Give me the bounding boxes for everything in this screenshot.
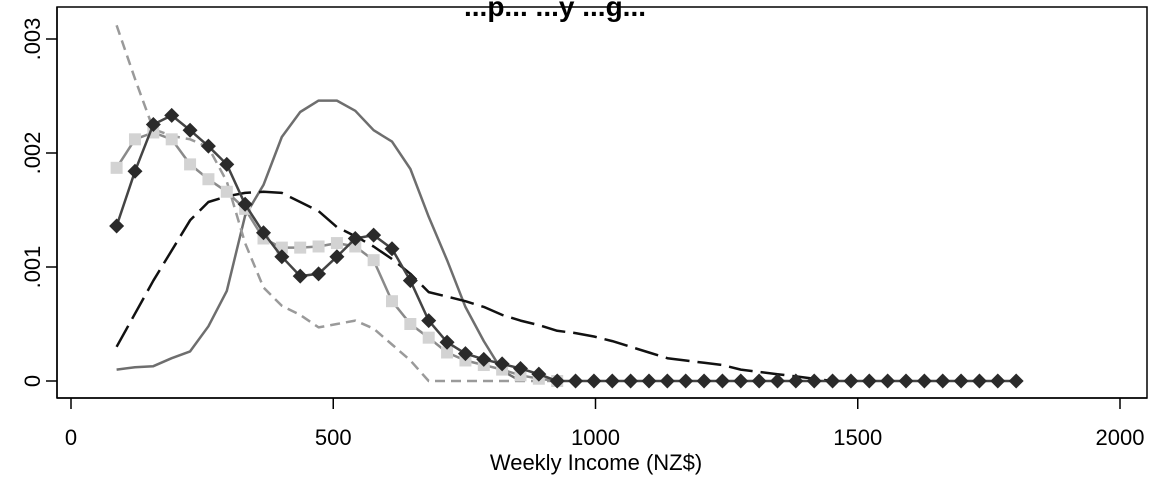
data-point-diamond [292,268,308,284]
data-point-diamond [182,122,198,138]
data-point-diamond [788,373,804,389]
data-point-square [184,158,197,171]
data-point-square [294,241,307,254]
y-tick-label: .002 [20,132,45,175]
data-point-diamond [623,373,639,389]
data-point-diamond [843,373,859,389]
data-point-diamond [861,373,877,389]
x-tick-label: 1500 [833,425,882,450]
data-point-diamond [751,373,767,389]
data-point-diamond [531,366,547,382]
data-point-diamond [164,107,180,123]
data-point-diamond [898,373,914,389]
data-point-diamond [219,156,235,172]
data-point-diamond [109,218,125,234]
data-point-diamond [384,241,400,257]
x-tick-label: 500 [315,425,352,450]
data-point-square [367,254,380,267]
data-point-square [312,240,325,253]
data-point-diamond [494,356,510,372]
data-point-square [330,237,343,250]
series-2-long-dash-black-line [115,190,833,383]
data-point-diamond [678,373,694,389]
data-point-diamond [255,225,271,241]
data-point-square [165,133,178,146]
data-point-diamond [971,373,987,389]
data-point-diamond [659,373,675,389]
data-point-diamond [145,117,161,132]
data-point-diamond [457,346,473,362]
x-axis: 0 500 1000 1500 2000 [57,397,1147,450]
data-point-diamond [825,373,841,389]
data-point-square [110,161,123,174]
data-point-square [404,318,417,330]
data-point-diamond [127,163,143,179]
data-point-diamond [311,266,327,282]
data-point-square [275,241,288,254]
x-tick-label: 0 [65,425,77,450]
series-1-solid-gray-line [116,99,522,383]
data-point-diamond [366,227,382,243]
series-line [116,99,522,383]
data-point-square [385,295,398,308]
data-point-square [422,331,435,344]
y-tick-label: .003 [20,18,45,61]
data-point-diamond [568,373,584,389]
data-point-square [349,240,362,253]
data-point-square [128,133,141,146]
data-point-diamond [476,351,492,367]
data-point-diamond [604,373,620,389]
data-point-diamond [329,249,345,265]
data-point-diamond [512,360,528,376]
data-point-diamond [421,313,437,329]
data-point-diamond [990,373,1006,389]
y-tick-label: 0 [20,375,45,387]
data-point-diamond [237,196,253,212]
data-point-square [202,173,215,186]
data-point-diamond [916,373,932,389]
data-point-diamond [586,373,602,389]
data-point-diamond [347,231,363,246]
data-point-diamond [439,334,455,350]
data-point-diamond [806,373,822,389]
data-point-diamond [274,249,290,265]
series-3-short-dash-gray-line [115,24,558,383]
y-tick-label: .001 [20,246,45,289]
series-line [115,24,558,383]
data-point-diamond [549,373,565,389]
x-tick-label: 2000 [1096,425,1145,450]
data-point-diamond [200,138,216,154]
data-point-diamond [935,373,951,389]
data-point-square [441,346,454,359]
series-line [115,190,833,383]
chart-title: ...p... ...y ...g... [464,0,646,22]
data-point-square [220,185,233,198]
y-axis: 0 .001 .002 .003 [20,7,58,398]
x-axis-title: Weekly Income (NZ$) [490,450,702,475]
data-point-diamond [770,373,786,389]
data-point-diamond [733,373,749,389]
data-point-diamond [714,373,730,389]
data-point-diamond [402,273,418,289]
data-point-diamond [880,373,896,389]
series-layer [109,24,1024,389]
series-5-dark-diamond-markers [109,107,1024,389]
data-point-diamond [1008,373,1024,389]
data-point-diamond [641,373,657,389]
x-tick-label: 1000 [571,425,620,450]
data-point-diamond [696,373,712,389]
data-point-diamond [953,373,969,389]
